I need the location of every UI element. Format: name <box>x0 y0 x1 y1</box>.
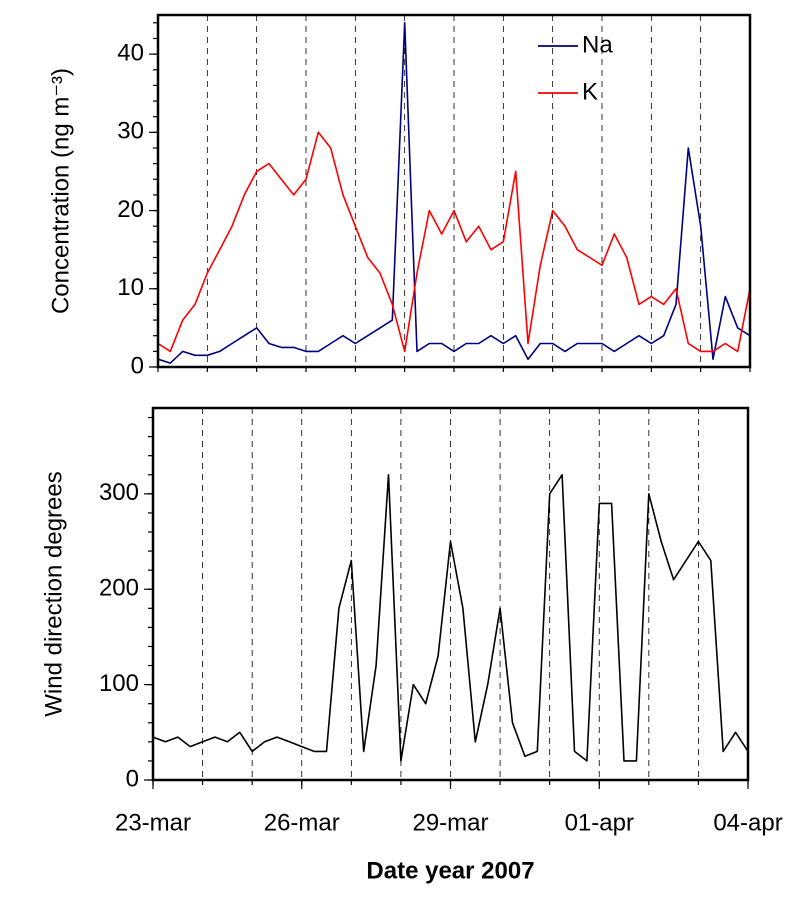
y-tick-label: 40 <box>117 39 144 66</box>
x-tick-label: 01-apr <box>565 809 634 836</box>
y-tick-label: 200 <box>99 575 139 602</box>
x-tick-label: 26-mar <box>264 809 340 836</box>
y-axis-label: Concentration (ng m⁻³) <box>47 68 74 314</box>
x-tick-label: 29-mar <box>412 809 488 836</box>
x-tick-label: 23-mar <box>115 809 191 836</box>
legend-label: K <box>582 78 598 105</box>
legend-label: Na <box>582 31 613 58</box>
data-line <box>157 131 751 353</box>
y-tick-label: 30 <box>117 118 144 145</box>
y-tick-label: 0 <box>131 352 144 379</box>
y-tick-label: 300 <box>99 479 139 506</box>
plot-frame <box>151 406 750 782</box>
y-tick-label: 100 <box>99 670 139 697</box>
y-tick-label: 20 <box>117 196 144 223</box>
y-tick-label: 10 <box>117 274 144 301</box>
data-line <box>157 22 751 364</box>
x-tick-label: 04-apr <box>713 809 782 836</box>
data-line <box>152 474 749 762</box>
y-axis-label: Wind direction degrees <box>40 471 67 716</box>
plot-frame <box>156 13 752 369</box>
y-tick-label: 0 <box>126 765 139 792</box>
x-axis-label: Date year 2007 <box>366 857 534 884</box>
